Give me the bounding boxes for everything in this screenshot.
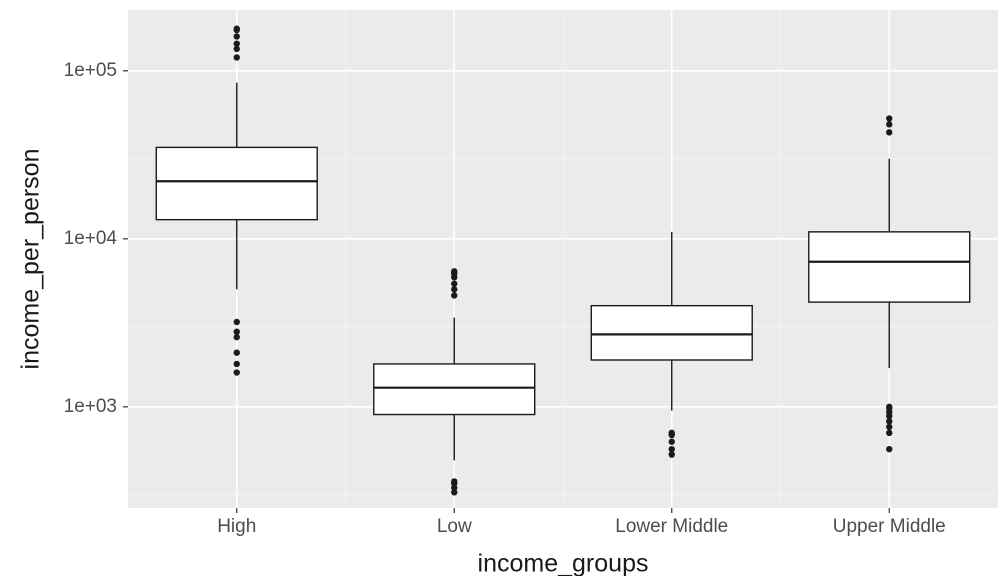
outlier-point [234,361,240,367]
outlier-point [886,446,892,452]
outlier-point [669,446,675,452]
outlier-point [886,430,892,436]
x-tick-label: Low [437,516,472,537]
outlier-point [234,33,240,39]
x-tick-label: High [217,516,256,537]
outlier-point [886,424,892,430]
outlier-point [451,292,457,298]
outlier-point [234,40,240,46]
outlier-point [234,369,240,375]
x-tick-label: Lower Middle [615,516,728,537]
outlier-point [234,26,240,32]
outlier-point [451,286,457,292]
x-axis-title: income_groups [478,550,649,576]
outlier-point [451,478,457,484]
outlier-point [234,319,240,325]
outlier-point [886,115,892,121]
y-tick-label: 1e+04 [64,228,118,249]
outlier-point [886,129,892,135]
outlier-point [234,349,240,355]
outlier-point [886,404,892,410]
y-axis-title: income_per_person [17,149,45,370]
outlier-point [451,268,457,274]
outlier-point [234,54,240,60]
outlier-point [669,439,675,445]
outlier-point [886,121,892,127]
boxplot-chart: 1e+03 1e+04 1e+05 High Low Lower Middle Upper … [0,0,1008,576]
y-tick-label: 1e+05 [64,60,117,81]
outlier-point [669,430,675,436]
outlier-point [234,329,240,335]
outlier-point [451,281,457,287]
y-tick-label: 1e+03 [64,396,117,417]
x-tick-label: Upper Middle [833,516,946,537]
